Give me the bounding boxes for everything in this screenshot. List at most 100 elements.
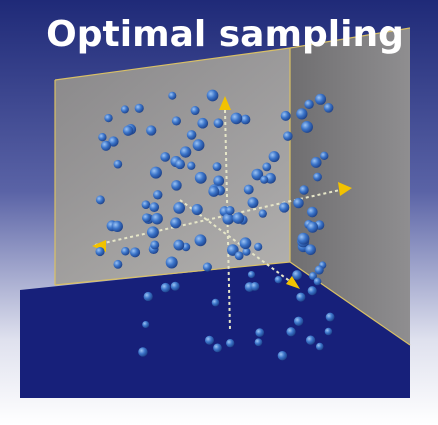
sphere [171, 282, 180, 291]
sphere [314, 278, 322, 286]
sphere [121, 247, 130, 256]
sphere [255, 328, 264, 337]
sphere [231, 113, 243, 125]
sphere [149, 202, 159, 212]
sphere [123, 126, 133, 136]
sphere [170, 217, 181, 228]
sphere [326, 313, 335, 322]
sphere [135, 104, 144, 113]
sphere [150, 167, 162, 179]
sphere [260, 176, 268, 184]
sphere [187, 162, 195, 170]
sphere [296, 108, 307, 119]
sphere [114, 160, 123, 169]
sphere [305, 244, 316, 255]
sphere [161, 283, 170, 292]
sphere [213, 343, 222, 352]
sphere [142, 200, 151, 209]
sphere [308, 286, 317, 295]
sphere [307, 222, 318, 233]
sphere [173, 240, 184, 251]
sphere [208, 186, 219, 197]
sphere [313, 173, 322, 182]
sphere [207, 90, 219, 102]
sphere [144, 292, 153, 301]
sphere [306, 336, 315, 345]
sphere [304, 100, 313, 109]
sphere [195, 172, 207, 184]
sphere [203, 263, 212, 272]
sphere [153, 190, 162, 199]
page: Optimal sampling (() => { const data = J… [0, 0, 438, 425]
sphere [254, 243, 262, 251]
sphere [293, 198, 304, 209]
sphere [96, 195, 105, 204]
sphere [283, 131, 292, 140]
sphere [255, 338, 263, 346]
sphere [275, 276, 282, 283]
sphere [299, 185, 308, 194]
sphere [235, 251, 244, 260]
sphere [311, 157, 322, 168]
sphere [168, 92, 176, 100]
sphere [286, 327, 295, 336]
sphere [240, 237, 252, 249]
sphere [205, 336, 214, 345]
sphere [232, 212, 244, 224]
sphere [279, 202, 289, 212]
title: Optimal sampling [46, 14, 404, 55]
sphere [281, 111, 291, 121]
sphere [307, 207, 318, 218]
sphere [225, 206, 234, 215]
sphere [98, 133, 106, 141]
sphere [222, 213, 234, 225]
sphere [297, 233, 309, 245]
sphere [320, 152, 328, 160]
sphere [187, 130, 197, 140]
sphere [166, 257, 178, 269]
sphere [112, 221, 123, 232]
sphere [101, 141, 111, 151]
sphere [315, 94, 326, 105]
sphere [95, 247, 104, 256]
sphere [195, 234, 207, 246]
sphere [325, 328, 333, 336]
sphere [142, 321, 149, 328]
sphere [213, 162, 222, 171]
sphere [294, 317, 303, 326]
sphere [316, 343, 324, 351]
sphere [173, 202, 185, 214]
illustration: Optimal sampling [0, 0, 438, 425]
sphere [262, 162, 271, 171]
sphere [130, 247, 140, 257]
sphere [121, 105, 129, 113]
sphere [301, 121, 313, 133]
sphere [150, 240, 159, 249]
sphere [244, 185, 254, 195]
sphere [191, 106, 200, 115]
sphere [251, 282, 260, 291]
sphere [296, 293, 305, 302]
sphere [324, 103, 334, 113]
sphere [160, 152, 170, 162]
back-wall [55, 48, 290, 285]
sphere [259, 210, 267, 218]
sphere [104, 114, 112, 122]
sphere [278, 351, 287, 360]
sphere [212, 299, 220, 307]
sphere [292, 270, 302, 280]
sphere [214, 118, 224, 128]
sphere [146, 125, 156, 135]
sphere [269, 151, 280, 162]
sphere [138, 347, 147, 356]
sphere [142, 213, 151, 222]
sphere [226, 339, 234, 347]
sphere [180, 146, 191, 157]
sphere [248, 271, 255, 278]
sphere [192, 204, 203, 215]
sphere [171, 180, 181, 190]
sphere [172, 116, 181, 125]
sphere [151, 213, 163, 225]
sphere [193, 139, 205, 151]
sphere [147, 226, 159, 238]
